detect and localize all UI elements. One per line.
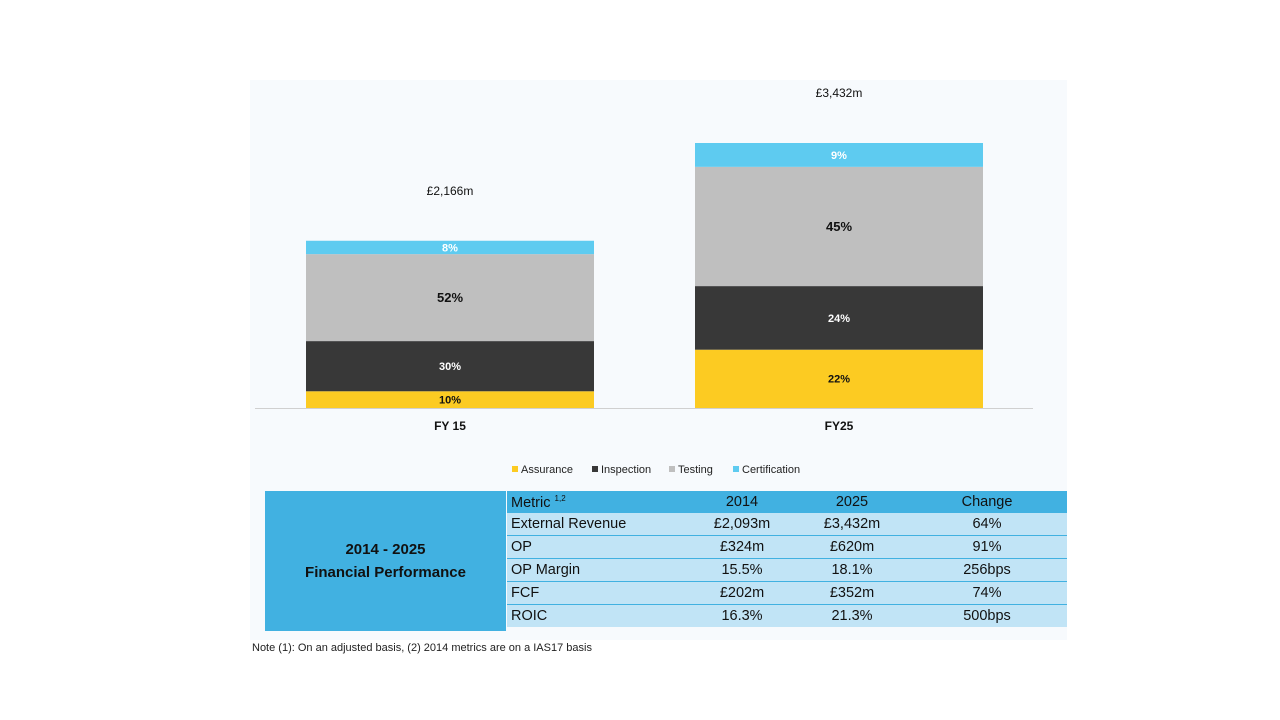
bar-segment-assurance-1 [695, 349, 983, 408]
data-label: 45% [826, 219, 852, 234]
footnote: Note (1): On an adjusted basis, (2) 2014… [252, 642, 592, 654]
bar-segment-certification-0 [306, 240, 594, 255]
data-label: 24% [828, 313, 850, 325]
row-metric: OP [511, 539, 532, 555]
legend-swatch-inspection [592, 466, 598, 472]
data-label: 9% [831, 150, 847, 162]
total-label: £2,166m [427, 184, 474, 198]
financial-table: Metric 1,2 2014 2025 Change External Rev… [507, 491, 1067, 631]
legend-swatch-assurance [512, 466, 518, 472]
legend-swatch-certification [733, 466, 739, 472]
bar-segment-inspection-0 [306, 341, 594, 392]
table-row: OP Margin 15.5% 18.1% 256bps [507, 559, 1067, 582]
row-change: 500bps [963, 608, 1011, 624]
table-title-cell: 2014 - 2025 Financial Performance [265, 491, 506, 631]
row-change: 91% [972, 539, 1002, 555]
row-2014: £2,093m [713, 516, 771, 532]
bar-segment-testing-0 [306, 254, 594, 342]
row-change: 256bps [963, 562, 1011, 578]
table-title-line2: Financial Performance [305, 564, 466, 581]
data-label: 22% [828, 374, 850, 386]
header-change: Change [961, 494, 1013, 510]
table-row: ROIC 16.3% 21.3% 500bps [507, 605, 1067, 627]
bar-segment-certification-1 [695, 143, 983, 167]
row-2014: £324m [719, 539, 765, 555]
header-2025: 2025 [835, 494, 869, 510]
row-2014: 16.3% [721, 608, 763, 624]
data-label: 8% [442, 242, 458, 254]
data-label: 52% [437, 290, 463, 305]
row-2025: £620m [829, 539, 875, 555]
table-header-row: Metric 1,2 2014 2025 Change [507, 491, 1067, 513]
stacked-bar-chart: 10% 30% 52% 8% £2,166m FY 15 22% 24% 45% 9% £3,432… [255, 86, 1033, 476]
row-2025: 21.3% [831, 608, 873, 624]
bar-segment-inspection-1 [695, 286, 983, 350]
table-title-line1: 2014 - 2025 [345, 541, 426, 558]
header-metric-superscript: 1,2 [554, 493, 566, 503]
data-label: 30% [439, 361, 461, 373]
header-2014: 2014 [725, 494, 759, 510]
table-row: OP £324m £620m 91% [507, 536, 1067, 559]
legend-label-inspection: Inspection [601, 464, 651, 476]
header-metric: Metric 1,2 [511, 493, 566, 511]
legend-label-assurance: Assurance [521, 464, 573, 476]
table-row: FCF £202m £352m 74% [507, 582, 1067, 605]
row-2014: £202m [719, 585, 765, 601]
bar-segment-assurance-0 [306, 391, 594, 408]
row-2025: £352m [829, 585, 875, 601]
bar-segment-testing-1 [695, 166, 983, 287]
legend-label-testing: Testing [678, 464, 713, 476]
row-metric: External Revenue [511, 516, 627, 532]
row-metric: OP Margin [511, 562, 581, 578]
row-2025: £3,432m [823, 516, 881, 532]
legend-label-certification: Certification [742, 464, 800, 476]
row-change: 64% [972, 516, 1002, 532]
table-row: External Revenue £2,093m £3,432m 64% [507, 513, 1067, 536]
data-label: 10% [439, 394, 461, 406]
total-label: £3,432m [816, 86, 863, 100]
x-tick-label: FY25 [825, 419, 854, 433]
row-metric: ROIC [511, 608, 548, 624]
row-2014: 15.5% [721, 562, 763, 578]
row-change: 74% [972, 585, 1002, 601]
row-metric: FCF [511, 585, 540, 601]
x-tick-label: FY 15 [434, 419, 466, 433]
row-2025: 18.1% [831, 562, 873, 578]
legend-swatch-testing [669, 466, 675, 472]
